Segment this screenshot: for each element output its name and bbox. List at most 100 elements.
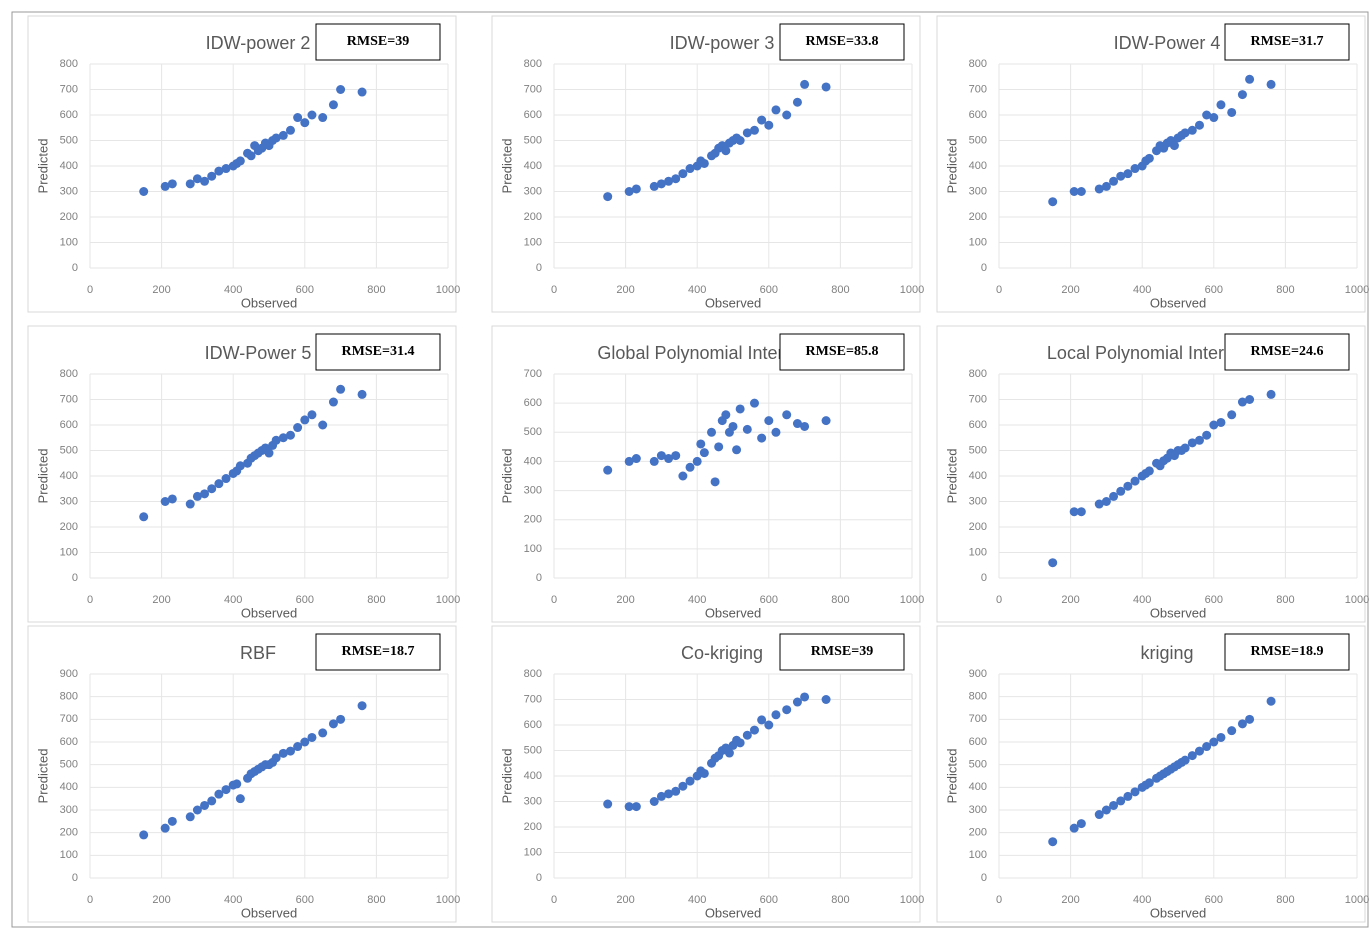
- point: [1048, 837, 1058, 847]
- panel: 0 100 200 300 400 500 600 700 800 0 200 400 600 800 10…: [491, 15, 924, 313]
- point: [1116, 171, 1126, 181]
- point: [792, 97, 802, 107]
- point: [800, 421, 810, 431]
- point: [732, 445, 742, 455]
- y-axis-label: Predicted: [499, 749, 514, 804]
- y-tick-label: 100: [60, 236, 78, 248]
- point: [278, 433, 288, 443]
- point: [782, 410, 792, 420]
- x-tick-label: 400: [224, 894, 242, 906]
- x-tick-label: 200: [152, 284, 170, 296]
- point: [821, 82, 831, 92]
- point: [821, 695, 831, 704]
- y-tick-label: 300: [60, 495, 78, 507]
- y-tick-label: 0: [536, 872, 542, 884]
- point: [649, 797, 659, 806]
- x-tick-label: 600: [760, 894, 778, 906]
- annotation-box: [779, 633, 905, 671]
- point: [1227, 107, 1237, 117]
- x-tick-label: 1000: [436, 594, 460, 606]
- x-axis-label: Observed: [705, 905, 761, 920]
- point: [735, 136, 745, 145]
- y-tick-label: 100: [524, 236, 542, 248]
- y-tick-label: 600: [524, 719, 542, 731]
- y-tick-label: 300: [969, 804, 987, 816]
- y-tick-label: 0: [981, 262, 987, 274]
- point: [656, 451, 666, 461]
- annotation-box: [1224, 633, 1350, 671]
- point: [678, 169, 688, 179]
- point: [167, 816, 177, 826]
- x-tick-label: 0: [551, 284, 557, 296]
- point: [771, 427, 781, 437]
- point: [328, 719, 338, 729]
- annotation: RMSE=31.7: [1251, 34, 1324, 49]
- y-tick-label: 700: [60, 393, 78, 405]
- y-tick-label: 700: [60, 83, 78, 95]
- y-tick-label: 500: [969, 444, 987, 456]
- y-axis-label: Predicted: [499, 139, 514, 194]
- x-tick-label: 0: [551, 594, 557, 606]
- point: [742, 424, 752, 434]
- y-tick-label: 300: [969, 185, 987, 197]
- point: [235, 156, 245, 166]
- y-tick-label: 300: [60, 804, 78, 816]
- y-tick-label: 500: [969, 759, 987, 771]
- x-tick-label: 600: [296, 594, 314, 606]
- y-tick-label: 600: [60, 109, 78, 121]
- point: [1101, 805, 1111, 815]
- point: [678, 471, 688, 481]
- point: [735, 404, 745, 414]
- x-tick-label: 400: [688, 284, 706, 296]
- point: [285, 125, 295, 135]
- y-tick-label: 100: [969, 546, 987, 558]
- point: [1144, 153, 1154, 163]
- point: [160, 497, 170, 506]
- point: [1094, 810, 1104, 820]
- point: [307, 110, 317, 120]
- point: [624, 456, 634, 466]
- y-axis-label: Predicted: [35, 749, 50, 804]
- point: [221, 785, 231, 795]
- point: [742, 730, 752, 740]
- point: [1194, 746, 1204, 756]
- point: [1245, 74, 1255, 84]
- x-tick-label: 200: [1061, 284, 1079, 296]
- x-tick-label: 1000: [1345, 594, 1369, 606]
- x-tick-label: 0: [996, 594, 1002, 606]
- x-tick-label: 0: [87, 594, 93, 606]
- y-axis-label: Predicted: [499, 449, 514, 504]
- panel: 0 100 200 300 400 500 600 700 800 900 0 200 400 600 80…: [936, 625, 1369, 923]
- y-tick-label: 400: [524, 770, 542, 782]
- point: [735, 738, 745, 748]
- point: [293, 742, 303, 752]
- y-tick-label: 200: [969, 211, 987, 223]
- point: [1109, 800, 1119, 810]
- point: [207, 171, 217, 181]
- point: [1209, 113, 1219, 123]
- y-tick-label: 400: [969, 160, 987, 172]
- point: [757, 115, 767, 125]
- point: [699, 448, 709, 458]
- panel: 0 100 200 300 400 500 600 700 800 0 200 400 600 800 10…: [936, 15, 1369, 313]
- x-tick-label: 600: [296, 894, 314, 906]
- point: [1209, 737, 1219, 747]
- x-tick-label: 800: [1276, 894, 1294, 906]
- point: [671, 451, 681, 461]
- point: [167, 179, 177, 189]
- point: [749, 398, 759, 408]
- point: [664, 454, 674, 464]
- x-tick-label: 0: [996, 284, 1002, 296]
- x-axis-label: Observed: [1150, 605, 1206, 620]
- y-tick-label: 200: [969, 521, 987, 533]
- x-tick-label: 800: [831, 894, 849, 906]
- point: [757, 715, 767, 725]
- y-tick-label: 900: [60, 668, 78, 680]
- x-tick-label: 600: [1205, 894, 1223, 906]
- x-tick-label: 1000: [900, 594, 924, 606]
- point: [699, 158, 709, 168]
- point: [1069, 187, 1079, 196]
- x-tick-label: 1000: [900, 894, 924, 906]
- y-tick-label: 0: [72, 872, 78, 884]
